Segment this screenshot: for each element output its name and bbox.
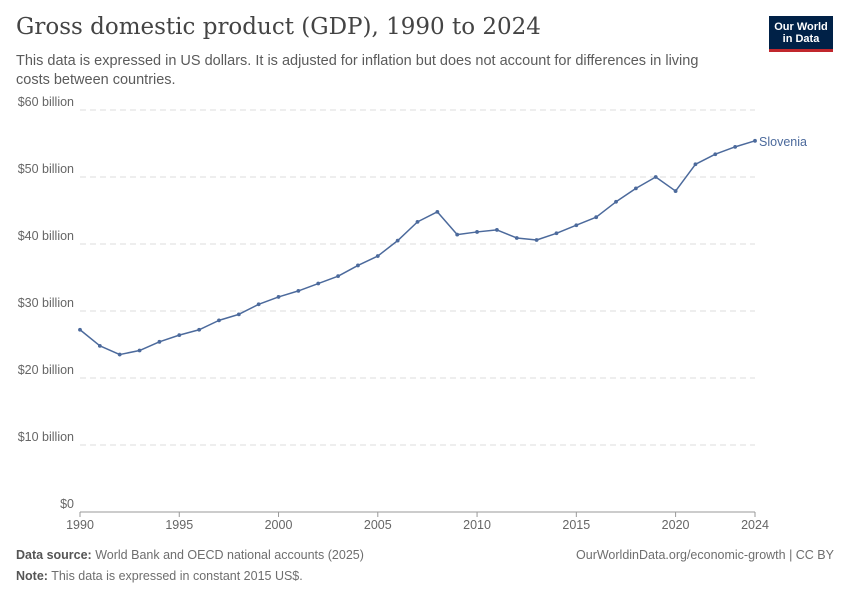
data-point[interactable] — [217, 318, 221, 323]
x-tick-label: 2020 — [662, 518, 690, 532]
y-tick-label: $50 billion — [18, 162, 74, 176]
x-tick-label: 2000 — [265, 518, 293, 532]
chart-title: Gross domestic product (GDP), 1990 to 20… — [16, 14, 541, 40]
data-point[interactable] — [316, 281, 321, 286]
y-tick-label: $20 billion — [18, 363, 74, 377]
series-group: Slovenia — [78, 135, 807, 357]
chart-subtitle: This data is expressed in US dollars. It… — [16, 53, 699, 88]
x-tick-label: 2010 — [463, 518, 491, 532]
data-point[interactable] — [713, 152, 718, 157]
data-point[interactable] — [673, 189, 678, 193]
data-point[interactable] — [653, 175, 658, 179]
data-point[interactable] — [117, 352, 122, 357]
data-point[interactable] — [633, 186, 638, 191]
chart-note: Note: This data is expressed in constant… — [16, 569, 303, 583]
credit-link[interactable]: OurWorldinData.org/economic-growth | CC … — [576, 548, 834, 562]
note-label: Note: — [16, 569, 48, 583]
y-axis-tick-labels: $0 $10 billion $20 billion $30 billion $40 b… — [18, 95, 74, 511]
y-tick-label: $0 — [60, 497, 74, 511]
owid-logo[interactable]: Our World in Data — [769, 16, 833, 52]
x-tick-label: 2024 — [741, 518, 769, 532]
data-point[interactable] — [574, 223, 579, 228]
data-point[interactable] — [236, 312, 241, 317]
gridlines — [80, 109, 755, 446]
data-source-label: Data source: — [16, 548, 92, 562]
series-label[interactable]: Slovenia — [759, 135, 807, 149]
data-point[interactable] — [157, 339, 162, 344]
x-tick-label: 1995 — [165, 518, 193, 532]
data-point[interactable] — [356, 263, 360, 268]
logo-line-1: Our World — [774, 20, 828, 33]
data-point[interactable] — [534, 238, 539, 242]
data-point[interactable] — [177, 333, 182, 338]
logo-line-2: in Data — [782, 32, 820, 45]
data-source: Data source: World Bank and OECD nationa… — [16, 548, 364, 562]
data-point[interactable] — [276, 295, 281, 299]
data-point[interactable] — [415, 219, 420, 224]
data-point[interactable] — [475, 230, 479, 234]
x-axis: 1990 1995 2000 2005 2010 2015 2020 2024 — [66, 511, 769, 532]
y-tick-label: $60 billion — [18, 95, 74, 109]
data-point[interactable] — [296, 289, 301, 293]
data-point[interactable] — [753, 138, 757, 143]
data-point[interactable] — [137, 348, 142, 353]
series-line[interactable] — [79, 140, 756, 356]
y-tick-label: $10 billion — [18, 430, 74, 444]
x-tick-label: 1990 — [66, 518, 94, 532]
data-point[interactable] — [594, 215, 599, 220]
x-tick-label: 2015 — [562, 518, 590, 532]
x-tick-label: 2005 — [364, 518, 392, 532]
data-point[interactable] — [78, 327, 82, 332]
data-source-link[interactable]: World Bank and OECD national accounts (2… — [95, 548, 364, 562]
data-point[interactable] — [495, 228, 499, 232]
data-point[interactable] — [554, 231, 559, 236]
y-tick-label: $30 billion — [18, 296, 74, 310]
data-point[interactable] — [395, 238, 400, 243]
data-point[interactable] — [614, 199, 618, 204]
data-point[interactable] — [375, 254, 380, 258]
data-point[interactable] — [733, 144, 738, 149]
y-tick-label: $40 billion — [18, 229, 74, 243]
data-point[interactable] — [336, 274, 340, 279]
data-point[interactable] — [256, 302, 261, 307]
note-text: This data is expressed in constant 2015 … — [51, 569, 303, 583]
data-point[interactable] — [197, 327, 202, 332]
data-point[interactable] — [693, 162, 698, 167]
data-point[interactable] — [514, 236, 519, 240]
data-point[interactable] — [455, 232, 460, 237]
data-point[interactable] — [435, 209, 440, 214]
data-point[interactable] — [97, 343, 102, 348]
